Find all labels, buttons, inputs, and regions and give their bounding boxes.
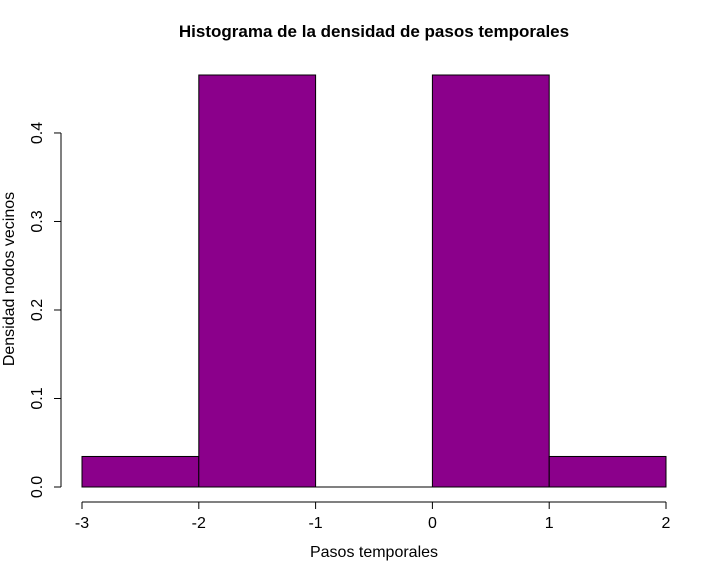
y-axis: 0.0 0.1 0.2 0.3 0.4 (29, 122, 62, 498)
y-axis-label: Densidad nodos vecinos (1, 192, 18, 366)
y-tick-label: 0.0 (29, 476, 46, 498)
chart-title: Histograma de la densidad de pasos tempo… (179, 22, 569, 41)
bars-group (81, 74, 667, 488)
y-tick-label: 0.3 (29, 210, 46, 232)
x-tick-label: 1 (545, 515, 554, 532)
x-tick-label: 0 (428, 515, 437, 532)
histogram-bar (198, 74, 317, 488)
x-tick-label: -1 (308, 515, 322, 532)
y-tick-label: 0.4 (29, 122, 46, 144)
x-axis-label: Pasos temporales (310, 544, 438, 561)
x-tick-label: -3 (75, 515, 89, 532)
x-tick-label: -2 (192, 515, 206, 532)
histogram-bar (81, 455, 200, 488)
x-axis: -3 -2 -1 0 1 2 (75, 501, 671, 532)
x-tick-label: 2 (662, 515, 671, 532)
histogram-bar (431, 74, 550, 488)
y-tick-label: 0.1 (29, 387, 46, 409)
histogram-bar (548, 455, 667, 488)
y-tick-label: 0.2 (29, 299, 46, 321)
